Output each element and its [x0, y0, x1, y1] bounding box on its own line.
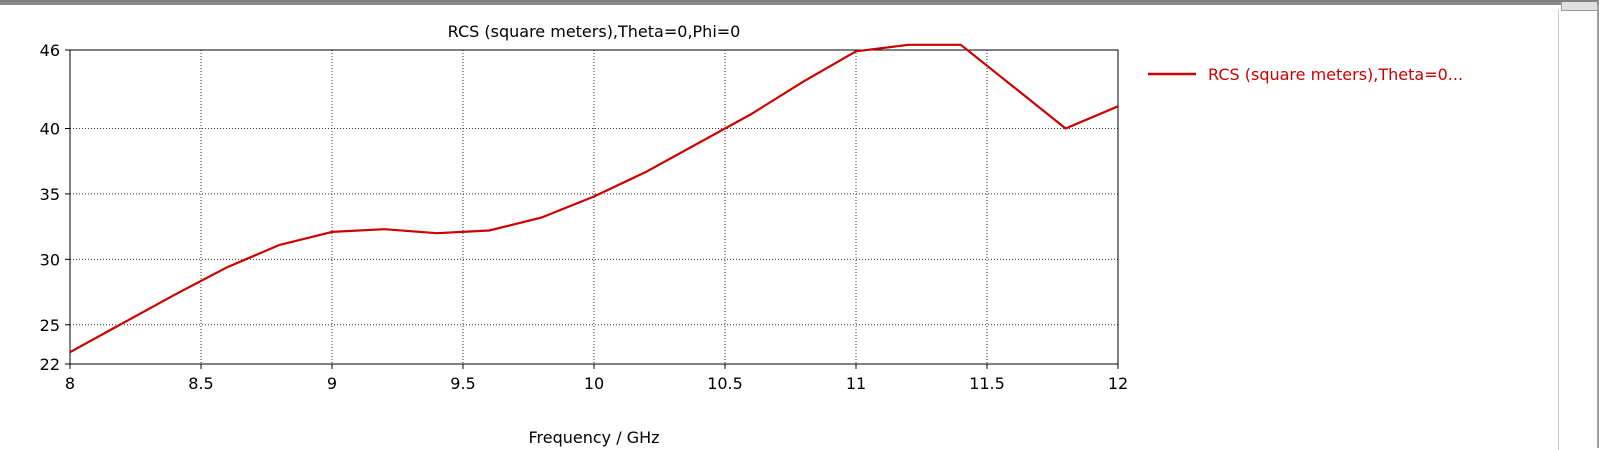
y-tick-label: 35 [40, 185, 60, 204]
grid-lines [70, 50, 1118, 364]
x-tick-label: 11 [846, 374, 866, 393]
x-tick-label: 12 [1108, 374, 1128, 393]
y-axis-ticks: 22 25 30 35 40 46 [40, 41, 70, 374]
window-right-edge [1558, 10, 1597, 450]
legend-label: RCS (square meters),Theta=0... [1208, 65, 1463, 84]
x-tick-label: 10 [584, 374, 604, 393]
chart-title: RCS (square meters),Theta=0,Phi=0 [448, 22, 741, 41]
x-tick-label: 10.5 [707, 374, 743, 393]
x-axis-ticks: 8 8.5 9 9.5 10 10.5 11 11.5 12 [65, 364, 1128, 393]
y-tick-label: 40 [40, 120, 60, 139]
legend[interactable]: RCS (square meters),Theta=0... [1148, 65, 1463, 84]
series-line-rcs [69, 43, 1119, 354]
x-tick-label: 8 [65, 374, 75, 393]
x-tick-label: 11.5 [969, 374, 1005, 393]
y-tick-label: 30 [40, 250, 60, 269]
window-top-border [0, 2, 1599, 5]
y-tick-label: 22 [40, 355, 60, 374]
x-tick-label: 8.5 [188, 374, 213, 393]
y-tick-label: 46 [40, 41, 60, 60]
y-tick-label: 25 [40, 316, 60, 335]
window-corner-tab [1561, 2, 1597, 11]
x-tick-label: 9.5 [450, 374, 475, 393]
x-tick-label: 9 [327, 374, 337, 393]
x-axis-label: Frequency / GHz [528, 428, 659, 447]
